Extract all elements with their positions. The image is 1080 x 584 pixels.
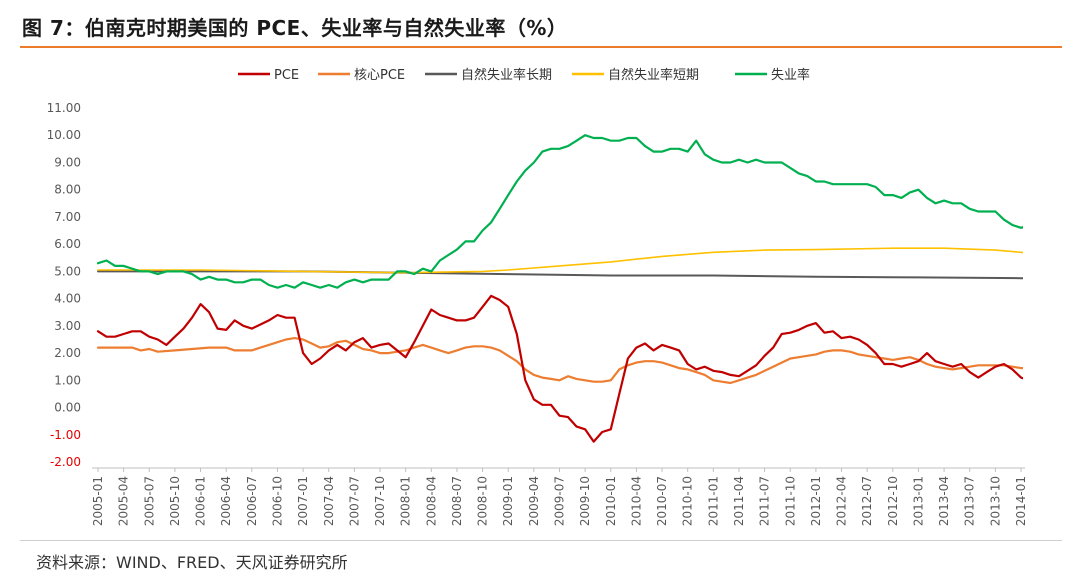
y-tick-label: 4.00 — [54, 292, 81, 306]
y-tick-label: 9.00 — [54, 155, 81, 169]
source-note: 资料来源：WIND、FRED、天风证券研究所 — [36, 553, 348, 572]
x-tick-label: 2011-10 — [783, 476, 797, 526]
series-line-2 — [97, 270, 1023, 280]
series-line-0 — [96, 294, 1023, 443]
legend-label: 核心PCE — [354, 68, 405, 83]
y-tick-label: 6.00 — [54, 237, 81, 251]
x-tick-label: 2012-07 — [860, 476, 874, 526]
x-tick-label: 2007-07 — [347, 476, 361, 526]
legend-item: PCE — [238, 68, 299, 83]
x-tick-label: 2013-07 — [963, 476, 977, 526]
legend-label: 失业率 — [771, 67, 810, 83]
legend-label: 自然失业率长期 — [461, 67, 552, 83]
y-axis-ticks: -2.00 -1.00 0.00 1.00 2.00 3.00 4.00 5.00 6.00 7.… — [47, 101, 81, 469]
x-tick-label: 2010-10 — [681, 476, 695, 526]
line-chart: PCE 核心PCE 自然失业率长期 自然失业率短期 失业率 -2.00 -1.00 0.00… — [47, 67, 1028, 526]
x-tick-label: 2011-04 — [732, 476, 746, 526]
legend-item: 自然失业率长期 — [425, 67, 552, 83]
x-tick-label: 2007-10 — [373, 476, 387, 526]
y-tick-label: 2.00 — [54, 346, 81, 360]
x-tick-label: 2005-04 — [117, 476, 131, 526]
x-tick-label: 2006-07 — [245, 476, 259, 526]
chart-legend: PCE 核心PCE 自然失业率长期 自然失业率短期 失业率 — [238, 67, 810, 83]
series-line-4 — [96, 134, 1023, 289]
series-line-3 — [97, 247, 1023, 274]
figure-title: 图 7：伯南克时期美国的 PCE、失业率与自然失业率（%） — [22, 16, 568, 40]
x-tick-label: 2011-07 — [758, 476, 772, 526]
y-tick-label: 3.00 — [54, 319, 81, 333]
y-tick-label: 0.00 — [54, 401, 81, 415]
y-tick-label: -1.00 — [50, 428, 81, 442]
legend-label: 自然失业率短期 — [608, 67, 699, 83]
x-tick-label: 2012-04 — [835, 476, 849, 526]
x-tick-label: 2007-01 — [296, 476, 310, 526]
x-tick-label: 2009-07 — [553, 476, 567, 526]
series-lines — [96, 134, 1023, 443]
x-tick-label: 2013-04 — [937, 476, 951, 526]
y-tick-label: 7.00 — [54, 210, 81, 224]
x-tick-label: 2006-10 — [270, 476, 284, 526]
title-underline — [20, 46, 1062, 48]
x-axis-ticks: 2005-01 2005-04 2005-07 2005-10 2006-01 2006-… — [91, 468, 1028, 526]
y-tick-label: -2.00 — [50, 455, 81, 469]
legend-label: PCE — [274, 68, 299, 83]
x-tick-label: 2006-01 — [194, 476, 208, 526]
x-tick-label: 2007-04 — [322, 476, 336, 526]
x-tick-label: 2011-01 — [706, 476, 720, 526]
x-tick-label: 2005-01 — [91, 476, 105, 526]
x-tick-label: 2008-10 — [476, 476, 490, 526]
y-tick-label: 8.00 — [54, 183, 81, 197]
x-tick-label: 2008-07 — [450, 476, 464, 526]
y-tick-label: 11.00 — [47, 101, 81, 115]
y-tick-label: 10.00 — [47, 128, 81, 142]
x-tick-label: 2013-10 — [988, 476, 1002, 526]
x-tick-label: 2010-01 — [604, 476, 618, 526]
x-tick-label: 2008-04 — [424, 476, 438, 526]
x-tick-label: 2013-01 — [911, 476, 925, 526]
x-tick-label: 2008-01 — [399, 476, 413, 526]
x-tick-label: 2005-07 — [142, 476, 156, 526]
x-tick-label: 2010-07 — [655, 476, 669, 526]
x-tick-label: 2012-10 — [886, 476, 900, 526]
x-tick-label: 2010-04 — [629, 476, 643, 526]
x-tick-label: 2012-01 — [809, 476, 823, 526]
y-tick-label: 1.00 — [54, 373, 81, 387]
y-tick-label: 5.00 — [54, 264, 81, 278]
x-tick-label: 2006-04 — [219, 476, 233, 526]
footer-divider — [20, 540, 1062, 541]
x-tick-label: 2009-01 — [501, 476, 515, 526]
legend-item: 失业率 — [735, 67, 810, 83]
legend-item: 自然失业率短期 — [572, 67, 699, 83]
legend-item: 核心PCE — [318, 68, 405, 83]
x-tick-label: 2005-10 — [168, 476, 182, 526]
x-tick-label: 2014-01 — [1014, 476, 1028, 526]
x-tick-label: 2009-04 — [527, 476, 541, 526]
x-tick-label: 2009-10 — [578, 476, 592, 526]
series-line-1 — [96, 337, 1023, 385]
